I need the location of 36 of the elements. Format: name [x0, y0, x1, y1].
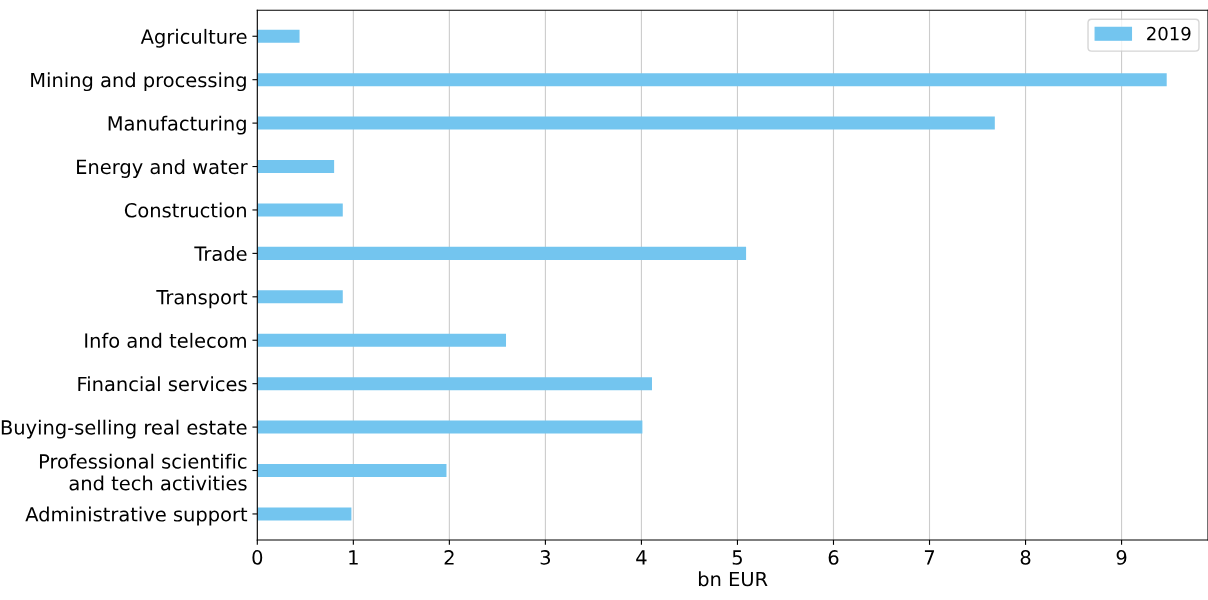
bar: [257, 507, 352, 521]
bar: [257, 290, 343, 304]
x-axis-title: bn EUR: [698, 571, 768, 587]
y-tick-label: Manufacturing: [108, 115, 246, 135]
y-tick-label: Buying-selling real estate: [1, 419, 247, 439]
bar: [257, 464, 447, 478]
x-tick-label: 8: [1020, 550, 1031, 565]
x-tick-label: 5: [732, 550, 742, 565]
bar: [257, 377, 652, 391]
x-tick-label: 4: [636, 550, 647, 565]
x-tick-label: 7: [924, 550, 935, 565]
y-tick-label: Professional scientific and tech activities: [39, 453, 247, 491]
x-tick-label: 9: [1116, 550, 1127, 565]
y-tick-label: Transport: [156, 290, 248, 309]
y-tick-label: Mining and processing: [31, 72, 246, 92]
bar: [257, 333, 507, 347]
y-tick-label: Agriculture: [140, 28, 247, 48]
y-tick-label: Administrative support: [25, 506, 248, 526]
x-tick-label: 2: [444, 550, 454, 565]
y-tick-label: Financial services: [78, 376, 247, 392]
bar: [257, 116, 995, 130]
bar: [257, 73, 1167, 87]
x-tick-label: 1: [349, 550, 358, 565]
legend-label: 2019: [1147, 26, 1191, 41]
bar: [257, 160, 335, 174]
bar: [257, 29, 300, 43]
x-tick-label: 0: [252, 550, 263, 565]
y-tick-label: Trade: [194, 246, 247, 262]
y-tick-label: Info and telecom: [85, 332, 246, 348]
y-tick-label: Energy and water: [77, 159, 248, 178]
bar: [257, 246, 747, 260]
x-tick-label: 3: [540, 550, 551, 565]
bar: [257, 203, 343, 217]
x-tick-label: 6: [828, 550, 839, 565]
y-tick-label: Construction: [124, 202, 246, 218]
bar: [257, 420, 643, 434]
